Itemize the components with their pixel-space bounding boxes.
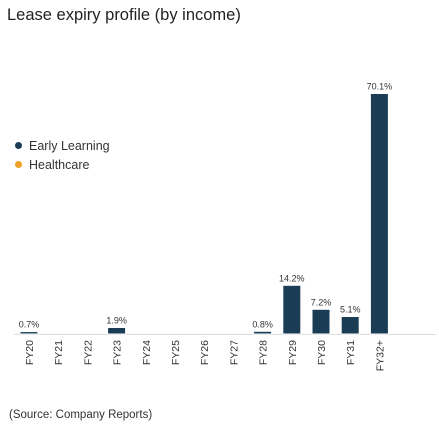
legend-item-healthcare: Healthcare	[14, 155, 110, 174]
data-label-fy20: 0.7%	[19, 320, 40, 330]
x-tick-label-fy32plus: FY32+	[374, 340, 386, 371]
bar-early-learning-fy31	[340, 316, 360, 335]
x-tick-label-fy24: FY24	[141, 340, 153, 365]
x-tick-label-fy28: FY28	[258, 340, 270, 365]
legend-label-healthcare: Healthcare	[29, 157, 90, 172]
data-label-fy32plus: 70.1%	[367, 82, 393, 92]
bar-early-learning-fy30	[311, 308, 331, 335]
bar-early-learning-fy28	[253, 330, 273, 335]
bar-early-learning-fy23	[107, 327, 127, 335]
source-note: (Source: Company Reports)	[9, 409, 153, 421]
bar-early-learning-fy29	[282, 284, 302, 335]
x-tick-label-fy22: FY22	[82, 340, 94, 365]
data-label-fy30: 7.2%	[311, 297, 332, 307]
bar-early-learning-fy32plus	[369, 93, 389, 335]
data-label-fy31: 5.1%	[340, 305, 361, 315]
chart-title: Lease expiry profile (by income)	[7, 6, 241, 24]
x-tick-label-fy26: FY26	[199, 340, 211, 365]
x-tick-label-fy23: FY23	[112, 340, 124, 365]
x-tick-label-fy25: FY25	[170, 340, 182, 365]
x-tick-label-fy30: FY30	[316, 340, 328, 365]
data-label-fy28: 0.8%	[252, 319, 273, 329]
x-tick-label-fy31: FY31	[345, 340, 357, 365]
x-tick-label-fy27: FY27	[228, 340, 240, 365]
legend: Early Learning Healthcare	[14, 136, 110, 174]
bar-early-learning-fy20	[19, 331, 39, 335]
data-label-fy29: 14.2%	[279, 273, 305, 283]
legend-marker-healthcare	[14, 160, 23, 169]
legend-label-early-learning: Early Learning	[29, 138, 110, 153]
x-tick-label-fy20: FY20	[24, 340, 36, 365]
legend-marker-early-learning	[14, 141, 23, 150]
legend-item-early-learning: Early Learning	[14, 136, 110, 155]
x-tick-label-fy29: FY29	[287, 340, 299, 365]
x-tick-label-fy21: FY21	[53, 340, 65, 365]
data-label-fy23: 1.9%	[106, 316, 127, 326]
